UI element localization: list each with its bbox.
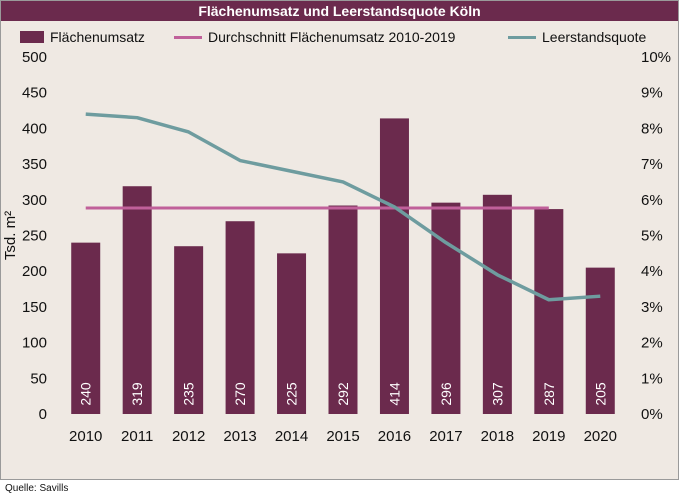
bar bbox=[225, 221, 255, 414]
y-tick-label: 350 bbox=[22, 156, 47, 173]
y-tick-label: 0 bbox=[39, 406, 47, 423]
bar-value-label: 240 bbox=[78, 382, 94, 406]
y2-tick-label: 4% bbox=[641, 263, 663, 280]
y-axis-label: Tsd. m² bbox=[2, 211, 19, 260]
bar bbox=[71, 242, 101, 414]
y2-tick-label: 5% bbox=[641, 228, 663, 245]
legend-item-durchschnitt: Durchschnitt Flächenumsatz 2010-2019 bbox=[174, 26, 455, 48]
y-tick-label: 50 bbox=[30, 370, 47, 387]
y2-tick-label: 9% bbox=[641, 85, 663, 102]
source-note: Quelle: Savills bbox=[5, 483, 69, 494]
bar-value-label: 307 bbox=[489, 382, 505, 406]
y-tick-label: 200 bbox=[22, 263, 47, 280]
bar-value-label: 319 bbox=[129, 382, 145, 406]
legend-item-leerstandsquote: Leerstandsquote bbox=[508, 26, 646, 48]
x-tick-label: 2012 bbox=[172, 428, 205, 445]
legend-swatch-durchschnitt bbox=[174, 35, 202, 39]
x-tick-label: 2017 bbox=[429, 428, 462, 445]
y2-tick-label: 0% bbox=[641, 406, 663, 423]
bar bbox=[328, 205, 358, 414]
x-tick-label: 2015 bbox=[326, 428, 359, 445]
x-tick-label: 2014 bbox=[275, 428, 308, 445]
bar-value-label: 205 bbox=[592, 382, 608, 406]
y-tick-label: 100 bbox=[22, 335, 47, 352]
bar-value-label: 292 bbox=[335, 382, 351, 406]
bar bbox=[379, 118, 409, 415]
x-tick-label: 2018 bbox=[481, 428, 514, 445]
legend-swatch-leerstandsquote bbox=[508, 35, 536, 39]
y2-tick-label: 1% bbox=[641, 370, 663, 387]
legend-label-flaechenumsatz: Flächenumsatz bbox=[50, 29, 145, 45]
y-tick-label: 250 bbox=[22, 228, 47, 245]
bar bbox=[277, 253, 307, 414]
bar-value-label: 225 bbox=[284, 382, 300, 406]
legend-label-leerstandsquote: Leerstandsquote bbox=[542, 29, 647, 45]
legend-label-durchschnitt: Durchschnitt Flächenumsatz 2010-2019 bbox=[208, 29, 456, 45]
y-tick-label: 300 bbox=[22, 192, 47, 209]
x-tick-label: 2019 bbox=[532, 428, 565, 445]
bar-value-label: 270 bbox=[232, 382, 248, 406]
bar-value-label: 287 bbox=[541, 382, 557, 406]
y2-tick-label: 7% bbox=[641, 156, 663, 173]
bar bbox=[585, 267, 615, 414]
y-tick-label: 400 bbox=[22, 120, 47, 137]
y-tick-label: 500 bbox=[22, 49, 47, 66]
vacancy-rate-line bbox=[85, 112, 601, 302]
y2-tick-label: 10% bbox=[641, 49, 671, 66]
x-tick-label: 2016 bbox=[378, 428, 411, 445]
bar bbox=[482, 194, 512, 414]
bar-value-label: 296 bbox=[438, 382, 454, 406]
x-tick-label: 2011 bbox=[121, 428, 153, 445]
legend-item-flaechenumsatz: Flächenumsatz bbox=[20, 26, 145, 48]
y2-tick-label: 3% bbox=[641, 299, 663, 316]
y2-tick-label: 6% bbox=[641, 192, 663, 209]
legend: Flächenumsatz Durchschnitt Flächenumsatz… bbox=[0, 26, 679, 48]
bar-value-label: 414 bbox=[386, 382, 402, 406]
x-tick-label: 2010 bbox=[69, 428, 102, 445]
y2-tick-label: 2% bbox=[641, 335, 663, 352]
legend-swatch-flaechenumsatz bbox=[20, 31, 44, 43]
chart-title: Flächenumsatz und Leerstandsquote Köln bbox=[1, 1, 678, 21]
bar-value-label: 235 bbox=[181, 382, 197, 406]
bar bbox=[122, 186, 152, 414]
y2-tick-label: 8% bbox=[641, 120, 663, 137]
y-tick-label: 450 bbox=[22, 85, 47, 102]
bar bbox=[174, 246, 204, 414]
y-tick-label: 150 bbox=[22, 299, 47, 316]
bar bbox=[534, 209, 564, 414]
x-tick-label: 2013 bbox=[223, 428, 256, 445]
x-tick-label: 2020 bbox=[584, 428, 617, 445]
